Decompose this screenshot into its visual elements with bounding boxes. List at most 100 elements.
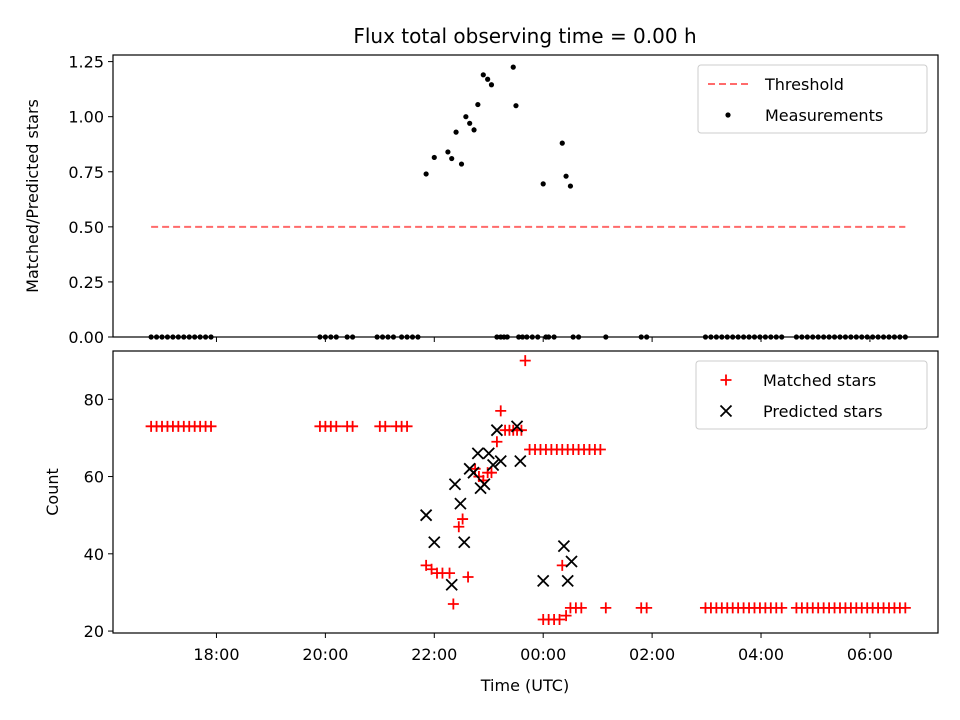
- chart-title: Flux total observing time = 0.00 h: [353, 24, 696, 48]
- y-tick-label: 1.25: [68, 53, 104, 72]
- matched-stars-point: [554, 613, 566, 625]
- measurement-point: [516, 334, 522, 340]
- measurement-point: [519, 334, 526, 340]
- x-tick-label: 06:00: [847, 645, 893, 664]
- legend-predicted-swatch: [719, 404, 733, 418]
- measurement-point: [719, 334, 725, 340]
- measurement-point: [328, 334, 334, 340]
- measurement-point: [638, 334, 644, 340]
- measurement-point: [181, 334, 187, 340]
- predicted-stars-point: [537, 574, 550, 587]
- predicted-stars-point: [458, 536, 471, 549]
- legend-predicted-label: Predicted stars: [763, 402, 883, 421]
- predicted-stars-point: [494, 454, 507, 468]
- x-tick-label: 02:00: [629, 645, 675, 664]
- matched-stars-point: [776, 602, 788, 614]
- y-tick-label: 1.00: [68, 108, 104, 127]
- x-tick-label: 22:00: [411, 645, 457, 664]
- matched-stars-point: [560, 610, 572, 622]
- measurement-point: [390, 334, 397, 340]
- y-tick-label: 0.50: [68, 218, 104, 237]
- measurement-point: [735, 334, 741, 340]
- y-tick-label: 60: [84, 468, 104, 487]
- predicted-stars-point: [486, 458, 500, 472]
- measurement-point: [148, 334, 154, 340]
- measurement-point: [540, 181, 546, 187]
- measurement-point: [804, 334, 810, 340]
- legend-matched-swatch: [720, 374, 732, 386]
- measurement-point: [463, 114, 469, 120]
- measurement-point: [864, 334, 870, 340]
- top-panel: 0.00 0.25 0.50 0.75 1.00 1.25 Matched/Predicte…: [23, 53, 939, 347]
- measurement-point: [559, 140, 565, 146]
- bottom-panel: 20 40 60 80 18:00 20:00 22:00 00:00 02:00 04:00 06…: [43, 350, 939, 664]
- measurement-point: [575, 334, 582, 340]
- matched-stars-point: [519, 355, 531, 367]
- matched-stars-point: [453, 521, 465, 533]
- measurement-point: [535, 334, 541, 340]
- measurement-point: [810, 334, 816, 340]
- matched-stars-point: [491, 436, 503, 448]
- predicted-stars-point: [557, 539, 571, 553]
- matched-stars-point: [485, 467, 497, 479]
- measurement-point: [208, 334, 214, 340]
- measurement-point: [453, 129, 459, 135]
- measurement-point: [322, 334, 328, 340]
- y-tick-label: 0.75: [68, 163, 104, 182]
- matched-stars-point: [575, 602, 587, 614]
- measurement-point: [815, 334, 821, 340]
- measurement-point: [826, 334, 832, 340]
- measurement-point: [891, 334, 898, 340]
- measurement-point: [546, 334, 552, 340]
- legend-matched-label: Matched stars: [763, 371, 876, 390]
- measurement-point: [848, 334, 854, 340]
- measurement-point: [902, 334, 908, 340]
- measurement-point: [467, 120, 473, 126]
- measurement-point: [374, 334, 380, 340]
- predicted-stars-point: [565, 555, 578, 568]
- predicted-stars-point: [448, 478, 462, 491]
- x-axis-label: Time (UTC): [480, 676, 569, 695]
- measurement-point: [762, 334, 768, 340]
- measurement-point: [773, 334, 779, 340]
- y-tick-label: 0.00: [68, 328, 104, 347]
- measurement-point: [724, 334, 730, 340]
- measurement-point: [880, 334, 887, 340]
- measurement-point: [708, 334, 714, 340]
- measurement-point: [793, 334, 800, 340]
- predicted-stars-point: [467, 466, 480, 479]
- matched-stars-point: [594, 444, 606, 456]
- predicted-stars-point: [428, 536, 441, 549]
- predicted-stars-point: [561, 574, 574, 587]
- measurement-point: [488, 82, 495, 88]
- measurement-point: [494, 334, 500, 340]
- measurement-point: [853, 334, 859, 340]
- y-axis-label: Matched/Predicted stars: [23, 99, 42, 293]
- measurement-point: [740, 334, 747, 340]
- measurement-point: [480, 72, 486, 78]
- measurement-point: [504, 334, 510, 340]
- measurement-point: [831, 334, 838, 340]
- measurement-point: [751, 334, 758, 340]
- measurement-point: [757, 334, 763, 340]
- predicted-stars-point: [454, 497, 467, 510]
- measurement-point: [870, 334, 876, 340]
- measurement-point: [644, 334, 650, 340]
- predicted-stars-point: [471, 447, 484, 460]
- matched-stars-point: [457, 513, 469, 525]
- matched-stars-point: [205, 420, 217, 432]
- measurement-point: [153, 334, 160, 340]
- predicted-stars-point: [419, 509, 433, 522]
- matched-stars-point: [556, 559, 568, 571]
- predicted-stars-point: [510, 420, 524, 433]
- measurement-point: [317, 334, 323, 340]
- x-tick-label: 18:00: [193, 645, 239, 664]
- measurement-point: [768, 334, 774, 340]
- predicted-stars-point: [482, 447, 495, 460]
- measurement-point: [423, 171, 429, 177]
- measurement-point: [746, 334, 752, 340]
- measurement-point: [529, 334, 535, 340]
- legend-box: [695, 360, 928, 430]
- measurement-point: [875, 334, 881, 340]
